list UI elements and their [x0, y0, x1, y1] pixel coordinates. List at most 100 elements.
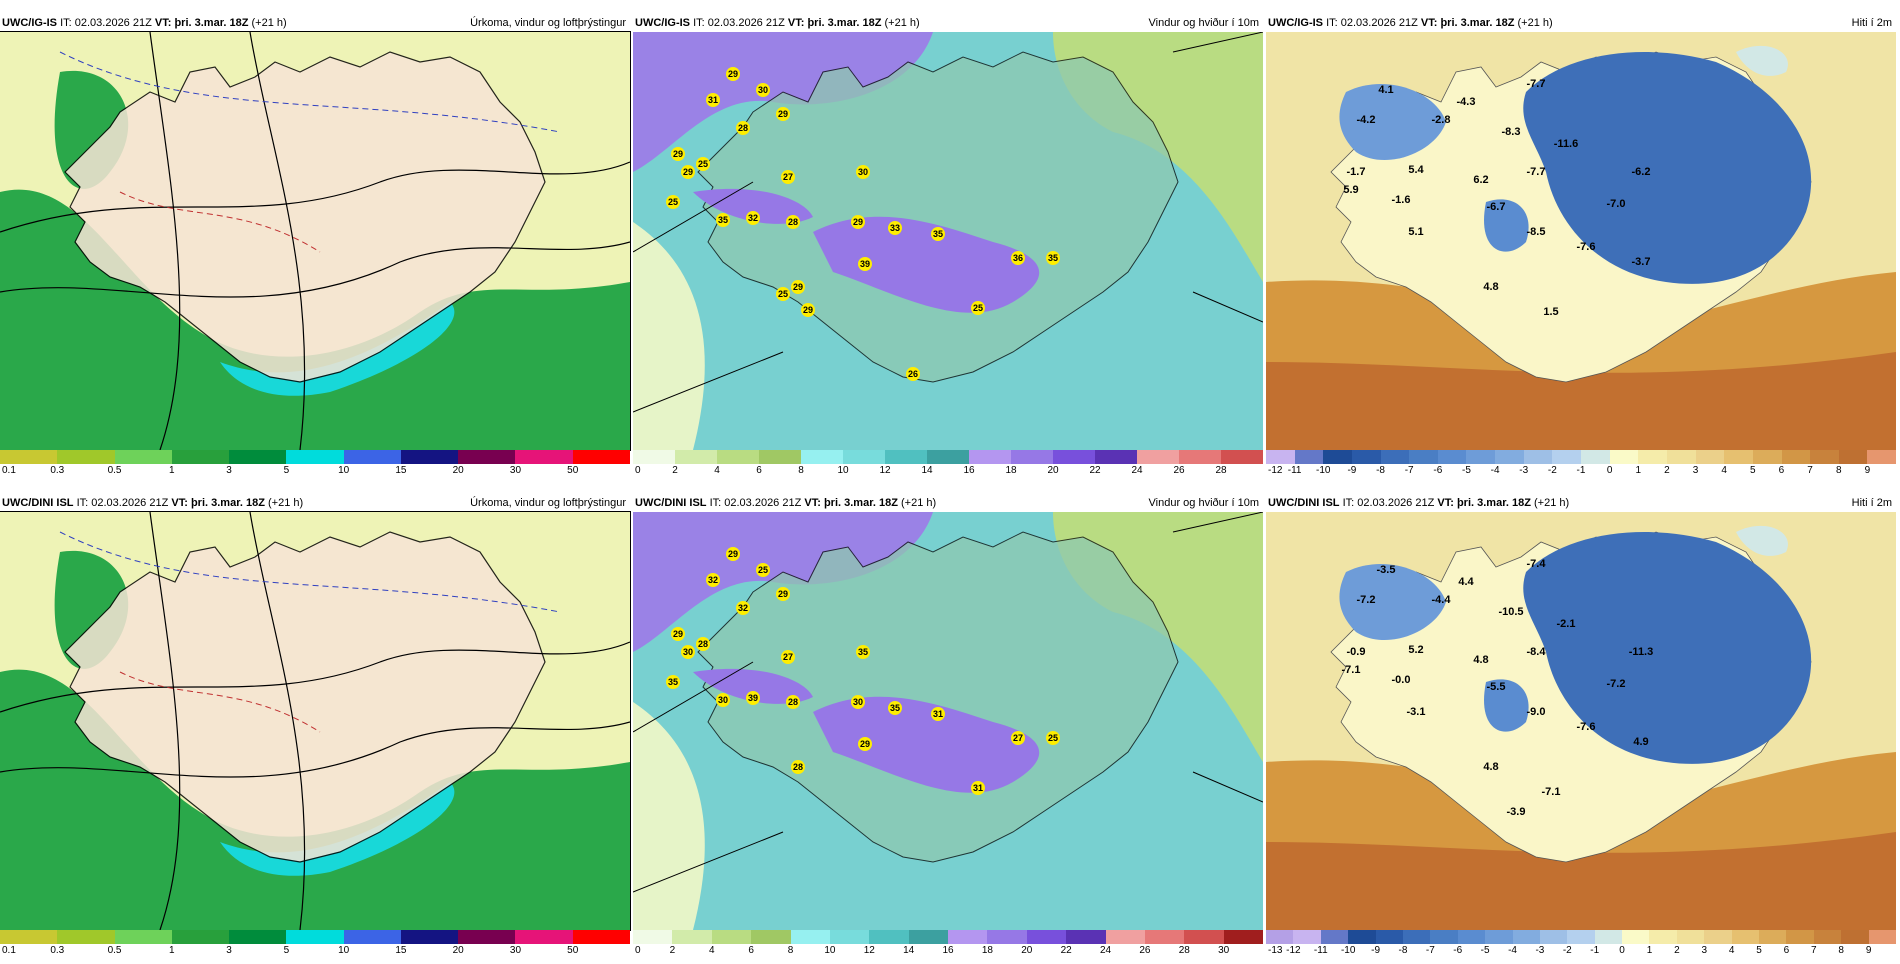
colorbar-swatch: [400, 930, 459, 944]
map-canvas: -3.5 -7.2 -4.4 4.4 -7.4 -10.5 -2.1 -0.9 5.2 4.8 -8…: [1266, 512, 1896, 930]
temperature-value-label: -8.3: [1502, 126, 1521, 138]
lead-time: (+21 h): [251, 17, 287, 29]
map-value-text: -3.7: [1632, 256, 1651, 268]
init-time-label: IT:: [709, 497, 722, 509]
map-value-text: 29: [673, 149, 683, 159]
colorbar-tick-label: 18: [1005, 465, 1017, 476]
map-value-text: -8.3: [1502, 126, 1521, 138]
colorbar-swatch: [1638, 450, 1667, 464]
colorbar-tick-label: -5: [1480, 945, 1490, 956]
gust-value-label: 29: [671, 627, 685, 641]
colorbar-swatch: [843, 450, 885, 464]
gust-value-label: 39: [746, 691, 760, 705]
colorbar-tick-label: 15: [395, 945, 407, 956]
forecast-map: [0, 31, 631, 451]
colorbar-tick-label: -11: [1313, 945, 1328, 956]
gust-marker: [681, 645, 695, 659]
colorbar-swatch: [759, 450, 801, 464]
map-value-text: 27: [783, 172, 793, 182]
colorbar-tick-label: 7: [1807, 465, 1813, 476]
colorbar-swatch: [1676, 930, 1705, 944]
temperature-value-label: -7.7: [1527, 166, 1546, 178]
colorbar-swatch: [908, 930, 948, 944]
gust-marker: [1046, 731, 1060, 745]
gust-value-label: 32: [706, 573, 720, 587]
colorbar-swatch: [1144, 930, 1185, 944]
map-value-text: 30: [858, 167, 868, 177]
colorbar-swatch: [1323, 450, 1352, 464]
temperature-value-label: -4.4: [1432, 594, 1452, 606]
valid-time: þri. 3.mar. 18Z: [807, 17, 882, 29]
colorbar-tick-label: 50: [567, 465, 579, 476]
gust-value-label: 28: [786, 695, 800, 709]
map-panel-precip: UWC/IG-IS IT: 02.03.2026 21Z VT: þri. 3.…: [0, 14, 631, 484]
gust-value-label: 30: [851, 695, 865, 709]
colorbar-tick-label: 24: [1131, 465, 1143, 476]
gust-marker: [858, 737, 872, 751]
forecast-map: 4.1 -4.2 -2.8 -4.3 -7.7 -8.3 -11.6 -1.7 5.4 6.2 -7…: [1266, 32, 1896, 450]
colorbar-swatch: [711, 930, 752, 944]
colorbar-tick-label: -12: [1268, 465, 1283, 476]
map-value-text: -5.5: [1487, 681, 1506, 693]
valid-time-label: VT:: [154, 17, 172, 29]
colorbar-tick-label: 0.5: [107, 465, 122, 476]
gust-value-label: 35: [856, 645, 870, 659]
colorbar-swatch: [1838, 450, 1868, 464]
map-value-text: 32: [748, 213, 758, 223]
map-value-text: -3.1: [1407, 706, 1426, 718]
map-value-text: 28: [738, 123, 748, 133]
colorbar-swatch: [1868, 930, 1896, 944]
colorbar-swatch: [1841, 930, 1869, 944]
forecast-map: -3.5 -7.2 -4.4 4.4 -7.4 -10.5 -2.1 -0.9 5.2 4.8 -8…: [1266, 512, 1896, 930]
map-value-text: 28: [698, 639, 708, 649]
colorbar-swatch: [1649, 930, 1677, 944]
map-value-text: -4.4: [1432, 594, 1452, 606]
colorbar-swatch: [927, 450, 969, 464]
colorbar-swatch: [1666, 450, 1696, 464]
colorbar-swatch: [1786, 930, 1814, 944]
gust-value-label: 27: [781, 650, 795, 664]
panel-title: Vindur og hviður í 10m: [1148, 497, 1259, 509]
colorbar-swatch: [1320, 930, 1349, 944]
map-panel-precip: UWC/DINI ISL IT: 02.03.2026 21Z VT: þri.…: [0, 494, 631, 964]
map-value-text: 29: [778, 109, 788, 119]
colorbar-ticks: -13 -12 -11 -10 -9 -8 -7 -6 -5 -4 -3 -2 -1 0 1 2 3 4 5 6 7 8 9: [1266, 945, 1896, 959]
map-value-text: 39: [748, 693, 758, 703]
colorbar-swatch: [751, 930, 791, 944]
colorbar-tick-label: 30: [1218, 945, 1230, 956]
temperature-value-label: -0.0: [1392, 674, 1411, 686]
gust-marker: [858, 257, 872, 271]
temperature-value-label: -0.9: [1347, 646, 1366, 658]
map-value-text: 27: [783, 652, 793, 662]
gust-value-label: 31: [706, 93, 720, 107]
gust-marker: [1011, 731, 1025, 745]
map-value-text: 31: [708, 95, 718, 105]
map-value-text: -7.4: [1527, 558, 1547, 570]
colorbar-swatch: [869, 930, 909, 944]
map-value-text: 28: [788, 697, 798, 707]
gust-value-label: 29: [726, 547, 740, 561]
gust-marker: [756, 563, 770, 577]
gust-value-label: 35: [716, 213, 730, 227]
map-value-text: 35: [668, 677, 678, 687]
colorbar-tick-label: 10: [837, 465, 849, 476]
map-value-text: 33: [890, 223, 900, 233]
colorbar-tick-label: -5: [1462, 465, 1471, 476]
colorbar-tick-label: 0: [635, 945, 641, 956]
forecast-map: 29 30 31 29 28 29 25 29 25 27 35 32 28 30 29 33 35 39 36 35…: [633, 32, 1263, 450]
gust-marker: [776, 107, 790, 121]
map-value-text: 30: [853, 697, 863, 707]
gust-value-label: 29: [801, 303, 815, 317]
map-value-text: 35: [858, 647, 868, 657]
temperature-value-label: -1.6: [1392, 194, 1411, 206]
colorbar-swatch: [114, 930, 172, 944]
colorbar: [0, 930, 630, 944]
colorbar-swatch: [1137, 450, 1179, 464]
gust-value-label: 30: [716, 693, 730, 707]
colorbar-swatch: [1731, 930, 1760, 944]
map-value-text: 30: [718, 695, 728, 705]
temperature-value-label: -7.6: [1577, 241, 1596, 253]
temperature-value-label: -11.3: [1629, 646, 1653, 658]
colorbar-tick-label: 8: [1835, 465, 1842, 476]
map-value-text: 5.2: [1408, 644, 1423, 656]
